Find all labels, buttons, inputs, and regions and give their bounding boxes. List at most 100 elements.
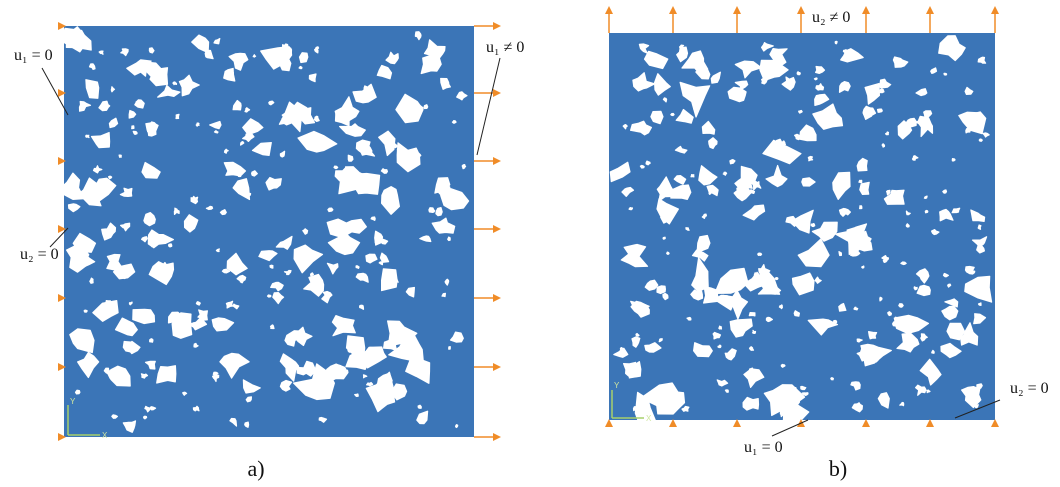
pore [251, 142, 272, 156]
pore [899, 401, 905, 407]
pore [428, 207, 436, 213]
pore [911, 155, 919, 161]
pore [656, 176, 675, 202]
pore [67, 203, 81, 213]
pore [654, 73, 671, 96]
pore [915, 88, 928, 97]
pore [275, 235, 293, 250]
pore [769, 48, 788, 69]
pore [613, 347, 629, 358]
pore [811, 221, 838, 242]
pore [759, 59, 789, 82]
pore [221, 268, 231, 274]
pore [339, 123, 366, 137]
pore [416, 410, 429, 425]
pore [132, 130, 138, 135]
pore [803, 127, 811, 135]
pore [812, 103, 844, 130]
pore [279, 379, 293, 392]
pore [141, 161, 161, 179]
pore [461, 164, 467, 170]
pore [205, 205, 214, 211]
pore [815, 65, 826, 74]
pore [830, 377, 834, 381]
pore [940, 342, 962, 359]
pore [156, 261, 172, 281]
pore [794, 133, 802, 141]
pore [378, 261, 384, 266]
pore [192, 405, 200, 412]
pore [298, 52, 309, 64]
pore [897, 120, 913, 140]
pore [83, 309, 88, 313]
panel-a-right-load-arrows [474, 22, 501, 441]
pore [232, 99, 242, 111]
pore [359, 304, 365, 310]
pore [757, 252, 763, 256]
pore [916, 284, 931, 297]
pore [712, 331, 722, 340]
support-triangle [58, 22, 66, 30]
pore [190, 197, 197, 204]
pore [670, 184, 692, 200]
pore [734, 60, 762, 79]
pore [796, 71, 801, 76]
pore [675, 108, 694, 124]
pore [662, 292, 669, 301]
pore [318, 416, 328, 423]
pore [74, 389, 81, 395]
pore [78, 100, 92, 112]
pore [690, 289, 704, 301]
support-triangle [926, 419, 934, 427]
pore [383, 339, 398, 351]
pore [670, 112, 675, 117]
pore [362, 374, 368, 379]
pore [211, 317, 235, 332]
pore [195, 122, 200, 127]
pore [662, 236, 666, 240]
pore [887, 311, 892, 317]
pore [781, 76, 796, 91]
pore [244, 421, 250, 428]
pore [242, 379, 261, 394]
pore [172, 81, 178, 86]
pore [838, 81, 851, 93]
pore [128, 109, 137, 119]
pore [886, 189, 891, 196]
pore [757, 277, 782, 295]
support-triangle [58, 294, 66, 302]
pore [308, 73, 317, 83]
pore [706, 184, 719, 197]
pore [333, 165, 339, 170]
pore [915, 384, 927, 396]
pore [352, 83, 377, 104]
pore [714, 267, 749, 294]
pore [236, 274, 247, 284]
pore [905, 210, 911, 216]
pore [644, 342, 662, 353]
pore [252, 54, 257, 58]
pore [229, 417, 238, 427]
pore [189, 322, 195, 328]
pore [60, 172, 85, 200]
pore [926, 389, 931, 394]
pore [283, 269, 292, 276]
pore [695, 67, 711, 80]
pore [118, 154, 122, 158]
pore [881, 255, 890, 261]
pore [182, 391, 188, 396]
pore [761, 76, 768, 85]
pore [268, 100, 275, 106]
pore [751, 179, 762, 191]
pore [724, 389, 729, 393]
pore [98, 100, 111, 112]
pore [696, 234, 711, 254]
pore [780, 363, 786, 368]
pore [120, 222, 131, 232]
pore [960, 322, 979, 346]
pore [212, 374, 220, 383]
pore [701, 213, 707, 219]
pore [877, 392, 890, 409]
pore [800, 385, 805, 390]
